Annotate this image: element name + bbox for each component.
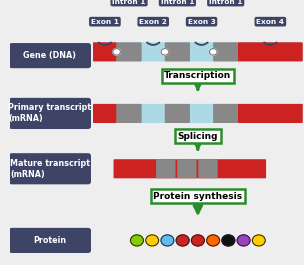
Circle shape [176,235,189,246]
FancyBboxPatch shape [116,104,142,123]
Text: Gene (DNA): Gene (DNA) [23,51,77,60]
FancyBboxPatch shape [9,153,91,184]
Circle shape [161,235,174,246]
Text: Exon 1: Exon 1 [91,19,119,25]
Circle shape [146,235,159,246]
Circle shape [192,235,204,246]
Text: Protein: Protein [33,236,67,245]
Circle shape [130,235,143,246]
FancyBboxPatch shape [198,159,218,178]
FancyBboxPatch shape [238,42,303,61]
Text: Intron 1: Intron 1 [112,0,146,5]
Circle shape [207,235,219,246]
FancyBboxPatch shape [156,159,175,178]
FancyBboxPatch shape [93,104,117,123]
FancyBboxPatch shape [238,104,303,123]
FancyBboxPatch shape [116,42,142,61]
FancyBboxPatch shape [113,159,266,178]
Text: Exon 2: Exon 2 [139,19,167,25]
Text: Splicing: Splicing [178,132,218,140]
Text: Primary transcript
(mRNA): Primary transcript (mRNA) [9,103,92,123]
FancyBboxPatch shape [165,104,190,123]
Text: Exon 4: Exon 4 [256,19,284,25]
Text: Intron 1: Intron 1 [161,0,194,5]
FancyBboxPatch shape [93,104,303,123]
Circle shape [161,48,169,55]
FancyBboxPatch shape [9,98,91,129]
Text: Intron 1: Intron 1 [209,0,243,5]
Circle shape [252,235,265,246]
Text: Mature transcript
(mRNA): Mature transcript (mRNA) [10,159,90,179]
FancyBboxPatch shape [177,159,197,178]
Circle shape [237,235,250,246]
Text: Transcription: Transcription [164,71,232,80]
Text: Protein synthesis: Protein synthesis [153,192,243,201]
FancyBboxPatch shape [93,42,303,61]
Circle shape [113,48,120,55]
Circle shape [222,235,235,246]
FancyBboxPatch shape [165,42,190,61]
FancyBboxPatch shape [213,104,238,123]
Text: Exon 3: Exon 3 [188,19,216,25]
FancyBboxPatch shape [9,228,91,253]
FancyBboxPatch shape [9,43,91,68]
Circle shape [209,48,217,55]
FancyBboxPatch shape [93,42,117,61]
FancyBboxPatch shape [213,42,238,61]
